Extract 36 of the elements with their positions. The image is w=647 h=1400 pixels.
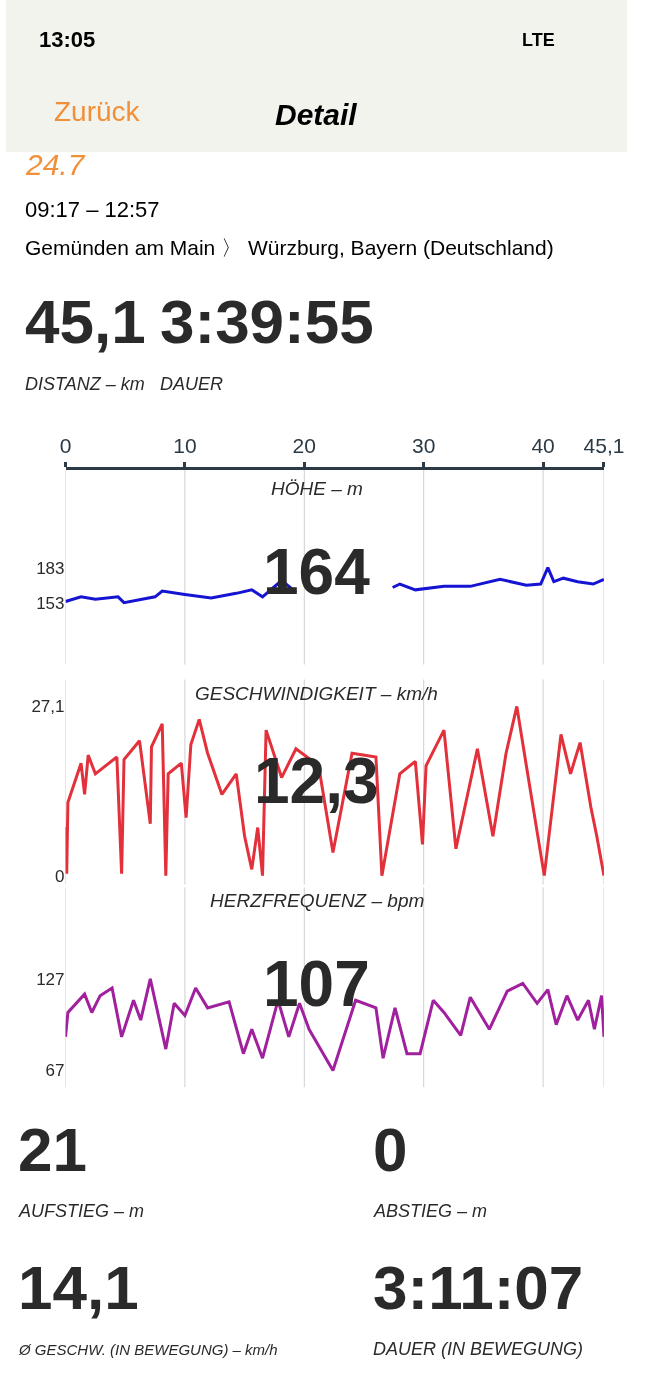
annotation: 107 [263,948,370,1020]
chart-title: HERZFREQUENZ – bpm [210,890,425,911]
text: LTE [522,30,555,50]
text: 21 [18,1115,87,1184]
x-tick-label: 45,1 [583,434,625,458]
text: 3:39:55 [160,287,374,356]
text: 09:17 – 12:57 [25,197,160,222]
x-tick-label: 30 [412,434,436,458]
y-tick-label: 127 [36,969,65,989]
x-tick-label: 40 [531,434,555,458]
text: 24.7 [25,148,86,181]
x-tick-label: 10 [173,434,197,458]
text: ABSTIEG – m [373,1201,488,1221]
y-tick-label: 67 [45,1061,65,1081]
annotation: 164 [263,536,371,608]
line-series [65,704,604,878]
y-tick-label: 0 [55,866,65,886]
text: 0 [373,1115,408,1184]
text: Zurück [54,96,141,127]
chart-title: HÖHE – m [271,478,363,499]
x-tick-label: 20 [292,434,316,458]
text: DAUER (IN BEWEGUNG) [373,1339,584,1359]
text: Ø GESCHW. (IN BEWEGUNG) – km/h [18,1341,278,1358]
y-tick-label: 153 [36,593,65,613]
y-tick-label: 183 [36,558,65,578]
y-tick-label: 27,1 [31,697,65,717]
text: 45,1 [25,287,146,356]
chart-title: GESCHWINDIGKEIT – km/h [195,683,438,704]
text: Gemünden am Main 〉 Würzburg, Bayern (Deutschland) [25,236,554,259]
text: AUFSTIEG – m [18,1201,145,1221]
text: DISTANZ – km [25,374,145,394]
text: 3:11:07 [373,1253,584,1322]
text: Detail [275,98,358,131]
text: 13:05 [39,27,96,52]
text: 14,1 [18,1253,139,1322]
text: DAUER [160,374,224,394]
